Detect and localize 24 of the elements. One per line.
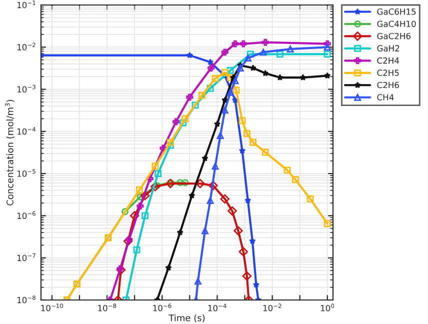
legend-label: GaC6H15 [377, 8, 416, 15]
y-tick-label: 10$^{−1}$ [17, 0, 36, 8]
x-axis-title: Time (s) [168, 314, 205, 322]
x-tick-label: 10$^{−2}$ [263, 304, 282, 312]
legend-label: C2H5 [377, 70, 399, 76]
y-tick-label: 10$^{−7}$ [17, 254, 36, 262]
x-tick-label: 10$^{0}$ [320, 304, 334, 312]
x-tick-label: 10$^{−8}$ [98, 304, 116, 312]
y-tick-label: 10$^{−3}$ [17, 84, 36, 93]
y-axis-title: Concentration (mol/m$^{3}$) [5, 100, 14, 206]
y-tick-label: 10$^{−5}$ [17, 169, 36, 177]
legend-label: GaH2 [377, 45, 400, 52]
legend-label: C2H6 [377, 82, 399, 88]
x-tick-label: 10$^{−10}$ [41, 304, 63, 312]
y-tick-label: 10$^{−2}$ [17, 42, 36, 50]
legend-label: C2H4 [377, 57, 399, 64]
y-tick-label: 10$^{−8}$ [17, 296, 36, 304]
legend-label: GaC4H10 [377, 20, 416, 28]
y-tick-label: 10$^{−6}$ [17, 211, 36, 219]
x-tick-label: 10$^{−6}$ [153, 304, 172, 312]
legend-label: GaC2H6 [377, 32, 410, 40]
x-tick-label: 10$^{−4}$ [208, 304, 226, 312]
y-tick-label: 10$^{−4}$ [17, 127, 36, 135]
legend-label: CH4 [377, 94, 394, 100]
